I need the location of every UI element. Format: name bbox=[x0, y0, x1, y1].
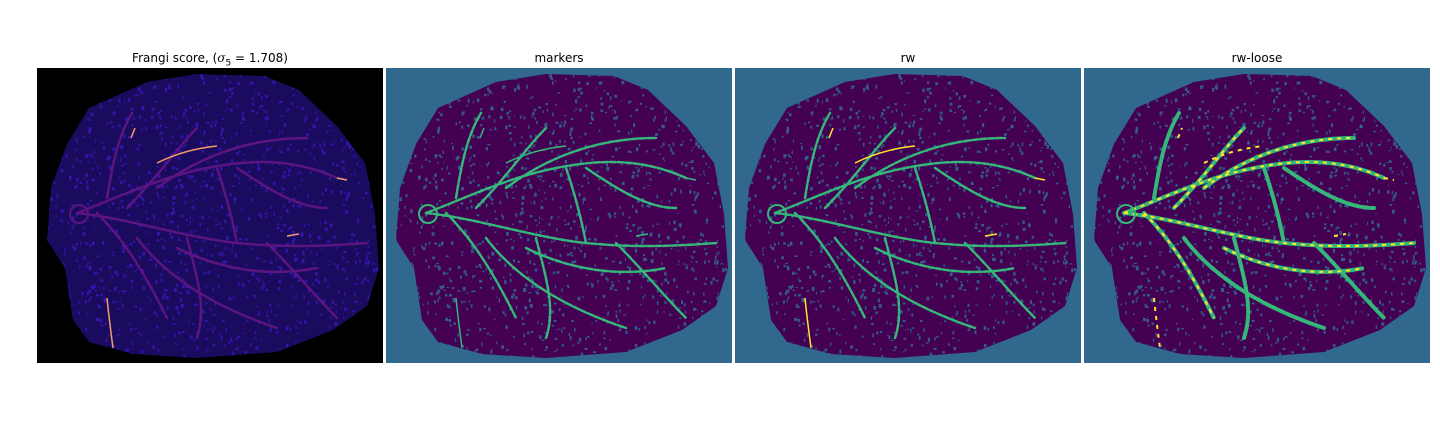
vessel-path bbox=[963, 241, 1037, 320]
vessel-path bbox=[155, 136, 309, 190]
panel-canvas bbox=[1084, 68, 1430, 363]
vessel-path bbox=[584, 166, 678, 210]
vessel-path bbox=[614, 241, 688, 320]
vessel-path bbox=[474, 126, 548, 210]
vessel-path bbox=[823, 126, 897, 210]
vessel-path bbox=[1142, 211, 1216, 320]
vessel-path bbox=[235, 166, 329, 210]
vessel-path bbox=[444, 211, 518, 320]
vessel-highlight bbox=[1123, 161, 1385, 214]
vessel-highlight bbox=[505, 145, 567, 164]
vessel-path bbox=[803, 111, 832, 200]
vessel-highlight bbox=[455, 297, 463, 349]
vessel-highlight bbox=[1203, 145, 1265, 164]
optic-disc bbox=[69, 204, 89, 224]
vessel-path bbox=[1262, 166, 1286, 245]
vessel-path bbox=[215, 166, 239, 245]
vessel-highlight bbox=[336, 177, 348, 181]
vessel-highlight bbox=[286, 233, 300, 237]
vessel-path bbox=[75, 160, 339, 215]
vessel-path bbox=[833, 236, 977, 330]
panel-canvas bbox=[386, 68, 732, 363]
markers-image bbox=[386, 68, 732, 363]
vessel-path bbox=[1172, 126, 1246, 210]
panel-canvas bbox=[735, 68, 1081, 363]
vessel-path bbox=[454, 111, 483, 200]
vessel-path bbox=[793, 211, 867, 320]
vessel-highlight bbox=[685, 177, 697, 181]
vessel-highlight bbox=[804, 297, 812, 349]
frangi-title-prefix: Frangi score, ( bbox=[132, 51, 218, 65]
optic-disc bbox=[767, 204, 787, 224]
rw-title: rw bbox=[900, 51, 916, 65]
vessel-highlight bbox=[106, 297, 114, 349]
frangi-score-title: Frangi score, (σ5 = 1.708) bbox=[37, 50, 383, 69]
vessel-network bbox=[773, 111, 1067, 349]
vessel-path bbox=[265, 241, 339, 320]
vessel-path bbox=[773, 160, 1037, 215]
vessel-path bbox=[1152, 111, 1181, 200]
vessel-path bbox=[105, 111, 134, 200]
vessel-path bbox=[484, 236, 628, 330]
vessel-path bbox=[1312, 241, 1386, 320]
vessel-highlight bbox=[828, 127, 834, 139]
frangi-score-image bbox=[37, 68, 383, 363]
vessel-highlight bbox=[1383, 177, 1395, 181]
vessel-path bbox=[933, 166, 1027, 210]
vessel-highlight bbox=[1153, 297, 1161, 349]
vessel-path bbox=[883, 236, 901, 340]
frangi-title-suffix: = 1.708) bbox=[231, 51, 288, 65]
vessel-network bbox=[1122, 111, 1416, 349]
vessel-path bbox=[185, 236, 203, 340]
vessel-path bbox=[504, 136, 658, 190]
vessel-path bbox=[913, 166, 937, 245]
optic-disc bbox=[1116, 204, 1136, 224]
optic-disc bbox=[418, 204, 438, 224]
rw-image bbox=[735, 68, 1081, 363]
vessel-highlight bbox=[635, 233, 649, 237]
vessel-path bbox=[1232, 236, 1251, 340]
retina-region bbox=[745, 74, 1077, 358]
vessel-highlight bbox=[854, 145, 916, 164]
vessel-highlight bbox=[479, 127, 485, 139]
vessel-highlight bbox=[984, 233, 998, 237]
vessel-highlight bbox=[1333, 233, 1347, 237]
vessel-path bbox=[125, 126, 199, 210]
vessel-highlight bbox=[1177, 127, 1183, 139]
panel-canvas bbox=[37, 68, 383, 363]
vessel-highlight bbox=[156, 145, 218, 164]
vessel-network bbox=[75, 111, 369, 349]
vessel-path bbox=[135, 236, 279, 330]
vessel-path bbox=[564, 166, 588, 245]
vessel-highlight bbox=[130, 127, 136, 139]
vessel-path bbox=[95, 211, 169, 320]
frangi-title-sigma: σ bbox=[217, 51, 226, 65]
frangi-title-subscript: 5 bbox=[225, 58, 232, 69]
vessel-path bbox=[534, 236, 552, 340]
retina-region bbox=[1094, 74, 1426, 358]
markers-title: markers bbox=[534, 51, 584, 65]
vessel-highlight bbox=[1034, 177, 1046, 181]
vessel-path bbox=[1282, 166, 1376, 210]
rw-loose-title: rw-loose bbox=[1231, 51, 1283, 65]
rw-loose-image bbox=[1084, 68, 1430, 363]
retina-region bbox=[47, 74, 379, 358]
vessel-path bbox=[424, 160, 688, 215]
vessel-highlight bbox=[1123, 212, 1415, 248]
vessel-network bbox=[424, 111, 718, 349]
vessel-path bbox=[1182, 236, 1326, 330]
vessel-path bbox=[853, 136, 1007, 190]
retina-region bbox=[396, 74, 728, 358]
vessel-highlight bbox=[1223, 247, 1365, 273]
